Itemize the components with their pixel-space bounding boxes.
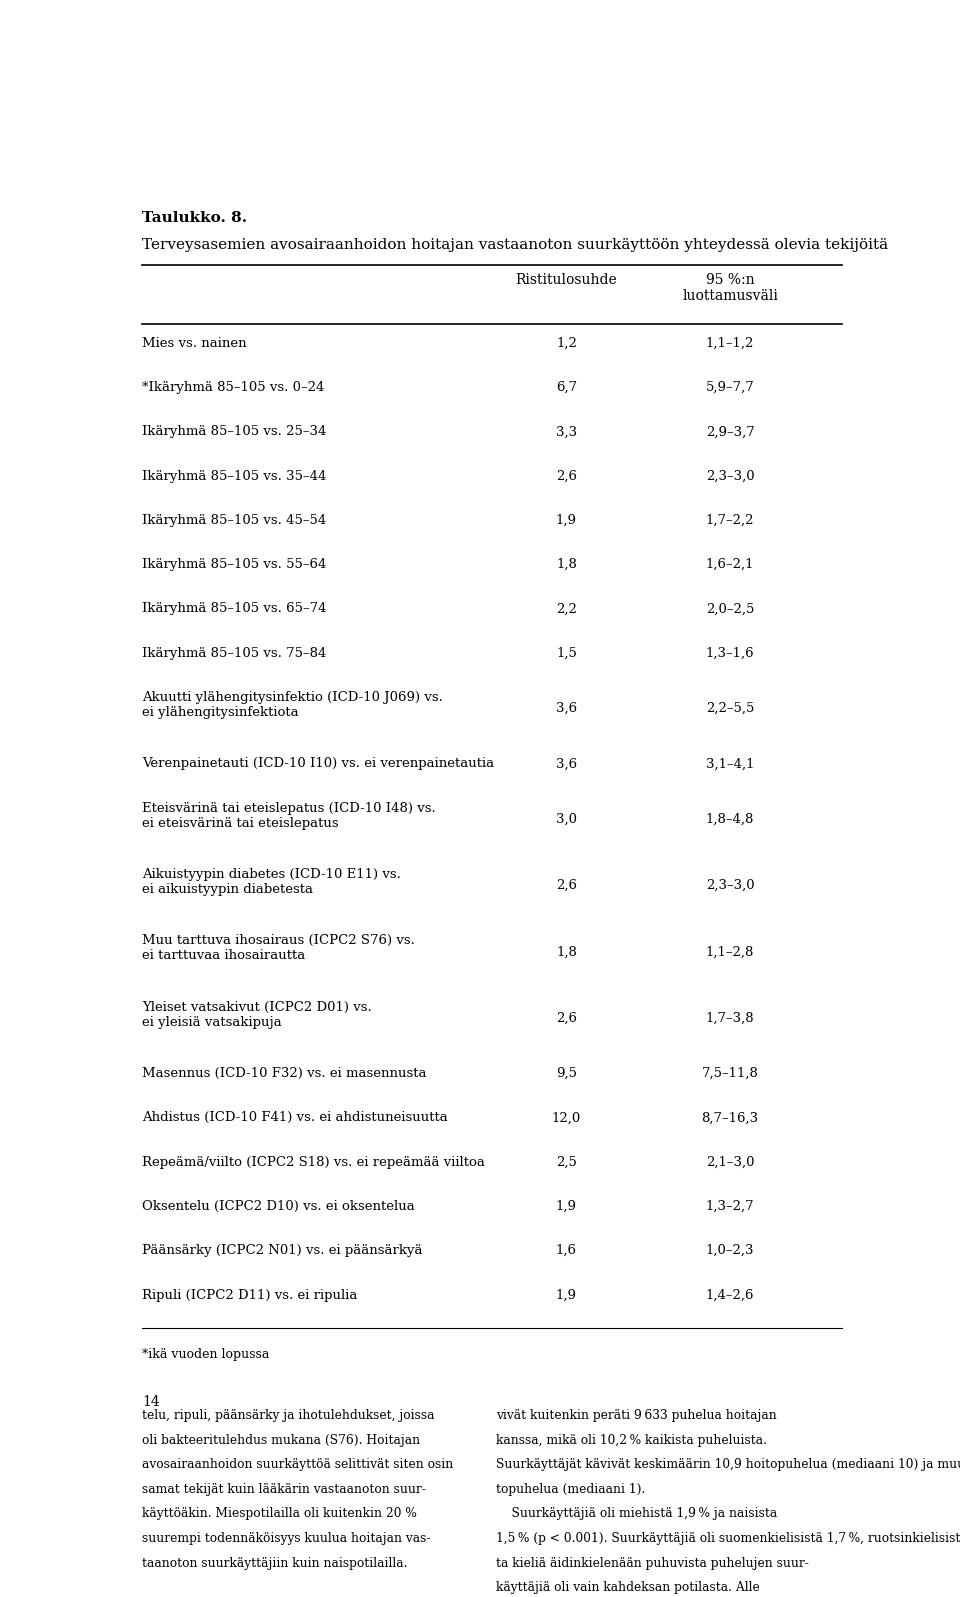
Text: 1,8: 1,8 (556, 557, 577, 572)
Text: Ikäryhmä 85–105 vs. 65–74: Ikäryhmä 85–105 vs. 65–74 (142, 602, 326, 615)
Text: 1,5 % (p < 0.001). Suurkäyttäjiä oli suomenkielisistä 1,7 %, ruotsinkielisistä 2: 1,5 % (p < 0.001). Suurkäyttäjiä oli suo… (495, 1532, 960, 1544)
Text: Muu tarttuva ihosairaus (ICPC2 S76) vs.
ei tarttuvaa ihosairautta: Muu tarttuva ihosairaus (ICPC2 S76) vs. … (142, 934, 415, 963)
Text: käyttäjiä oli vain kahdeksan potilasta. Alle: käyttäjiä oli vain kahdeksan potilasta. … (495, 1581, 759, 1594)
Text: Ristitulosuhde: Ristitulosuhde (516, 273, 617, 287)
Text: Verenpainetauti (ICD-10 I10) vs. ei verenpainetautia: Verenpainetauti (ICD-10 I10) vs. ei vere… (142, 757, 494, 770)
Text: Ripuli (ICPC2 D11) vs. ei ripulia: Ripuli (ICPC2 D11) vs. ei ripulia (142, 1289, 358, 1302)
Text: 1,7–3,8: 1,7–3,8 (706, 1012, 755, 1025)
Text: Ikäryhmä 85–105 vs. 75–84: Ikäryhmä 85–105 vs. 75–84 (142, 647, 326, 660)
Text: 1,9: 1,9 (556, 1199, 577, 1214)
Text: 9,5: 9,5 (556, 1067, 577, 1080)
Text: 3,6: 3,6 (556, 703, 577, 715)
Text: 2,3–3,0: 2,3–3,0 (706, 470, 755, 482)
Text: 1,7–2,2: 1,7–2,2 (706, 514, 755, 527)
Text: 1,9: 1,9 (556, 514, 577, 527)
Text: 2,5: 2,5 (556, 1156, 577, 1169)
Text: 2,9–3,7: 2,9–3,7 (706, 425, 755, 438)
Text: oli bakteeritulehdus mukana (S76). Hoitajan: oli bakteeritulehdus mukana (S76). Hoita… (142, 1434, 420, 1447)
Text: Taulukko. 8.: Taulukko. 8. (142, 211, 248, 225)
Text: Ikäryhmä 85–105 vs. 35–44: Ikäryhmä 85–105 vs. 35–44 (142, 470, 326, 482)
Text: 2,6: 2,6 (556, 878, 577, 893)
Text: 1,1–1,2: 1,1–1,2 (706, 337, 755, 350)
Text: Repeämä/viilto (ICPC2 S18) vs. ei repeämää viiltoa: Repeämä/viilto (ICPC2 S18) vs. ei repeäm… (142, 1156, 485, 1169)
Text: 1,8: 1,8 (556, 945, 577, 958)
Text: Eteisvärinä tai eteislepatus (ICD-10 I48) vs.
ei eteisvärinä tai eteislepatus: Eteisvärinä tai eteislepatus (ICD-10 I48… (142, 802, 436, 829)
Text: 2,2–5,5: 2,2–5,5 (706, 703, 755, 715)
Text: Yleiset vatsakivut (ICPC2 D01) vs.
ei yleisiä vatsakipuja: Yleiset vatsakivut (ICPC2 D01) vs. ei yl… (142, 1001, 372, 1028)
Text: Akuutti ylähengitysinfektio (ICD-10 J069) vs.
ei ylähengitysinfektiota: Akuutti ylähengitysinfektio (ICD-10 J069… (142, 692, 444, 719)
Text: topuhelua (mediaani 1).: topuhelua (mediaani 1). (495, 1484, 645, 1496)
Text: Ikäryhmä 85–105 vs. 45–54: Ikäryhmä 85–105 vs. 45–54 (142, 514, 326, 527)
Text: Suurkäyttäjiä oli miehistä 1,9 % ja naisista: Suurkäyttäjiä oli miehistä 1,9 % ja nais… (495, 1508, 777, 1520)
Text: vivät kuitenkin peräti 9 633 puhelua hoitajan: vivät kuitenkin peräti 9 633 puhelua hoi… (495, 1409, 777, 1421)
Text: 2,1–3,0: 2,1–3,0 (706, 1156, 755, 1169)
Text: Ahdistus (ICD-10 F41) vs. ei ahdistuneisuutta: Ahdistus (ICD-10 F41) vs. ei ahdistuneis… (142, 1112, 448, 1124)
Text: Aikuistyypin diabetes (ICD-10 E11) vs.
ei aikuistyypin diabetesta: Aikuistyypin diabetes (ICD-10 E11) vs. e… (142, 869, 401, 896)
Text: kanssa, mikä oli 10,2 % kaikista puheluista.: kanssa, mikä oli 10,2 % kaikista puhelui… (495, 1434, 767, 1447)
Text: 1,2: 1,2 (556, 337, 577, 350)
Text: 1,5: 1,5 (556, 647, 577, 660)
Text: 1,6: 1,6 (556, 1244, 577, 1257)
Text: 14: 14 (142, 1396, 160, 1409)
Text: 8,7–16,3: 8,7–16,3 (702, 1112, 758, 1124)
Text: Terveysasemien avosairaanhoidon hoitajan vastaanoton suurkäyttöön yhteydessä ole: Terveysasemien avosairaanhoidon hoitajan… (142, 238, 888, 252)
Text: 3,3: 3,3 (556, 425, 577, 438)
Text: 1,0–2,3: 1,0–2,3 (706, 1244, 755, 1257)
Text: 2,3–3,0: 2,3–3,0 (706, 878, 755, 893)
Text: 1,1–2,8: 1,1–2,8 (706, 945, 755, 958)
Text: 1,8–4,8: 1,8–4,8 (706, 813, 755, 826)
Text: Suurkäyttäjät kävivät keskimäärin 10,9 hoitopuhelua (mediaani 10) ja muut keskim: Suurkäyttäjät kävivät keskimäärin 10,9 h… (495, 1458, 960, 1471)
Text: Masennus (ICD-10 F32) vs. ei masennusta: Masennus (ICD-10 F32) vs. ei masennusta (142, 1067, 427, 1080)
Text: 95 %:n
luottamusväli: 95 %:n luottamusväli (683, 273, 778, 303)
Text: Päänsärky (ICPC2 N01) vs. ei päänsärkyä: Päänsärky (ICPC2 N01) vs. ei päänsärkyä (142, 1244, 422, 1257)
Text: avosairaanhoidon suurkäyttöä selittivät siten osin: avosairaanhoidon suurkäyttöä selittivät … (142, 1458, 453, 1471)
Text: 6,7: 6,7 (556, 382, 577, 394)
Text: taanoton suurkäyttäjiin kuin naispotilailla.: taanoton suurkäyttäjiin kuin naispotilai… (142, 1557, 408, 1570)
Text: 2,2: 2,2 (556, 602, 577, 615)
Text: 7,5–11,8: 7,5–11,8 (702, 1067, 758, 1080)
Text: Ikäryhmä 85–105 vs. 55–64: Ikäryhmä 85–105 vs. 55–64 (142, 557, 326, 572)
Text: 2,6: 2,6 (556, 470, 577, 482)
Text: 3,1–4,1: 3,1–4,1 (706, 757, 755, 770)
Text: samat tekijät kuin lääkärin vastaanoton suur-: samat tekijät kuin lääkärin vastaanoton … (142, 1484, 426, 1496)
Text: 1,6–2,1: 1,6–2,1 (706, 557, 755, 572)
Text: käyttöäkin. Miespotilailla oli kuitenkin 20 %: käyttöäkin. Miespotilailla oli kuitenkin… (142, 1508, 418, 1520)
Text: 12,0: 12,0 (552, 1112, 581, 1124)
Text: *Ikäryhmä 85–105 vs. 0–24: *Ikäryhmä 85–105 vs. 0–24 (142, 382, 324, 394)
Text: ta kieliä äidinkielenään puhuvista puhelujen suur-: ta kieliä äidinkielenään puhuvista puhel… (495, 1557, 808, 1570)
Text: 3,6: 3,6 (556, 757, 577, 770)
Text: Mies vs. nainen: Mies vs. nainen (142, 337, 247, 350)
Text: 1,3–1,6: 1,3–1,6 (706, 647, 755, 660)
Text: 1,9: 1,9 (556, 1289, 577, 1302)
Text: 3,0: 3,0 (556, 813, 577, 826)
Text: 1,4–2,6: 1,4–2,6 (706, 1289, 755, 1302)
Text: 5,9–7,7: 5,9–7,7 (706, 382, 755, 394)
Text: telu, ripuli, päänsärky ja ihotulehdukset, joissa: telu, ripuli, päänsärky ja ihotulehdukse… (142, 1409, 435, 1421)
Text: Ikäryhmä 85–105 vs. 25–34: Ikäryhmä 85–105 vs. 25–34 (142, 425, 326, 438)
Text: Oksentelu (ICPC2 D10) vs. ei oksentelua: Oksentelu (ICPC2 D10) vs. ei oksentelua (142, 1199, 415, 1214)
Text: 2,0–2,5: 2,0–2,5 (706, 602, 755, 615)
Text: 1,3–2,7: 1,3–2,7 (706, 1199, 755, 1214)
Text: suurempi todennäköisyys kuulua hoitajan vas-: suurempi todennäköisyys kuulua hoitajan … (142, 1532, 431, 1544)
Text: 2,6: 2,6 (556, 1012, 577, 1025)
Text: *ikä vuoden lopussa: *ikä vuoden lopussa (142, 1348, 270, 1361)
